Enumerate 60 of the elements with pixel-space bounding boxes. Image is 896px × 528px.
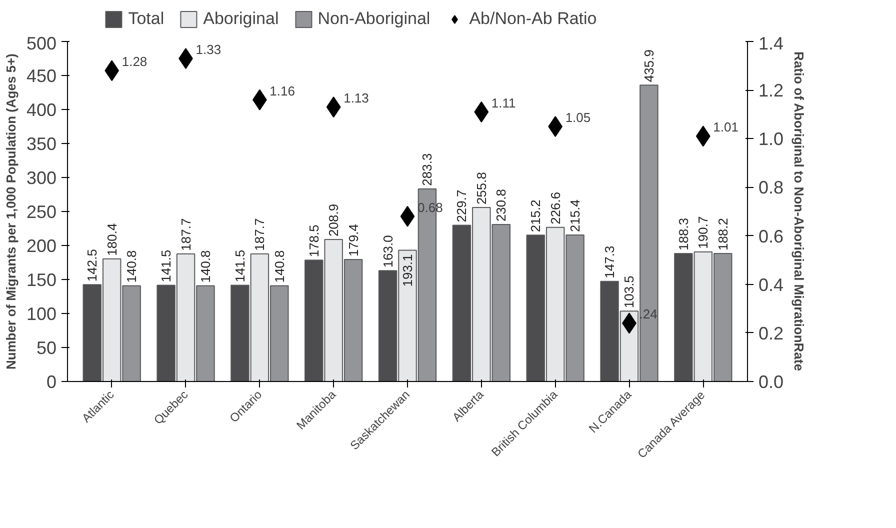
data-label: 255.8 bbox=[474, 172, 489, 205]
data-label: 142.5 bbox=[84, 249, 100, 282]
y-tick-label: 250 bbox=[26, 202, 57, 222]
data-label: 140.8 bbox=[272, 250, 287, 283]
data-label: 229.7 bbox=[454, 190, 470, 222]
data-label: 179.4 bbox=[346, 224, 361, 257]
legend-label: Non-Aboriginal bbox=[318, 9, 430, 29]
data-label: 103.5 bbox=[622, 276, 637, 308]
data-label: 141.5 bbox=[232, 250, 248, 282]
data-label: 226.6 bbox=[548, 192, 563, 224]
data-label: 187.7 bbox=[178, 218, 194, 251]
data-label: 1.33 bbox=[196, 42, 222, 57]
data-label: 190.7 bbox=[696, 216, 711, 249]
y-axis-title: Number of Migrants per 1,000 Population (Ages 5+) bbox=[3, 53, 18, 370]
data-label: 215.4 bbox=[568, 199, 583, 232]
y-tick-label: 300 bbox=[26, 168, 57, 188]
y2-tick-label: 0.4 bbox=[758, 274, 784, 295]
data-label: 208.9 bbox=[326, 204, 342, 236]
y-tick-label: 500 bbox=[26, 34, 57, 54]
legend-label: Aboriginal bbox=[203, 9, 279, 29]
y2-tick-label: 1.0 bbox=[758, 129, 784, 150]
y-tick-label: 100 bbox=[26, 304, 57, 324]
data-label: 140.8 bbox=[124, 250, 140, 283]
data-label: 435.9 bbox=[641, 50, 656, 82]
data-label: 1.16 bbox=[270, 83, 295, 98]
data-label: 187.7 bbox=[252, 218, 268, 251]
data-label: 180.4 bbox=[104, 223, 120, 256]
data-label: 1.13 bbox=[344, 90, 369, 106]
y-tick-label: 450 bbox=[26, 66, 57, 86]
y-tick-label: 150 bbox=[26, 270, 57, 290]
data-label: 188.3 bbox=[676, 218, 691, 250]
data-label: 178.5 bbox=[306, 224, 322, 258]
y2-tick-label: 1.4 bbox=[758, 34, 784, 54]
data-label: .24 bbox=[639, 306, 658, 322]
y-tick-label: 200 bbox=[26, 236, 57, 256]
data-label: 283.3 bbox=[420, 153, 435, 186]
y2-tick-label: 0.0 bbox=[758, 372, 784, 392]
legend-label: Ab/Non-Ab Ratio bbox=[469, 9, 597, 29]
data-label: 147.3 bbox=[602, 246, 618, 278]
data-label: 1.28 bbox=[122, 54, 148, 70]
y-tick-label: 350 bbox=[26, 134, 57, 154]
legend-label: Total bbox=[128, 9, 164, 29]
data-label: 215.2 bbox=[528, 200, 544, 232]
data-label: 1.05 bbox=[565, 110, 591, 125]
y-tick-label: 0 bbox=[46, 372, 57, 392]
y-tick-label: 50 bbox=[36, 338, 57, 358]
data-label: 1.01 bbox=[713, 120, 738, 135]
data-label: 1.11 bbox=[491, 95, 516, 110]
data-label: 141.5 bbox=[158, 250, 174, 282]
data-label: 230.8 bbox=[494, 189, 509, 222]
y2-tick-label: 0.8 bbox=[758, 178, 784, 198]
y2-tick-label: 1.2 bbox=[758, 80, 784, 101]
y2-axis-title: Ratio of Aboriginal to Non-Aboriginal MigrationRate bbox=[792, 52, 807, 371]
y2-tick-label: 0.6 bbox=[758, 226, 784, 246]
data-label: 140.8 bbox=[198, 250, 213, 283]
data-label: 188.2 bbox=[715, 218, 730, 251]
y2-tick-label: 0.2 bbox=[758, 323, 784, 344]
y-tick-label: 400 bbox=[26, 100, 57, 120]
data-label: 163.0 bbox=[380, 235, 396, 268]
data-label: 193.1 bbox=[400, 254, 415, 287]
